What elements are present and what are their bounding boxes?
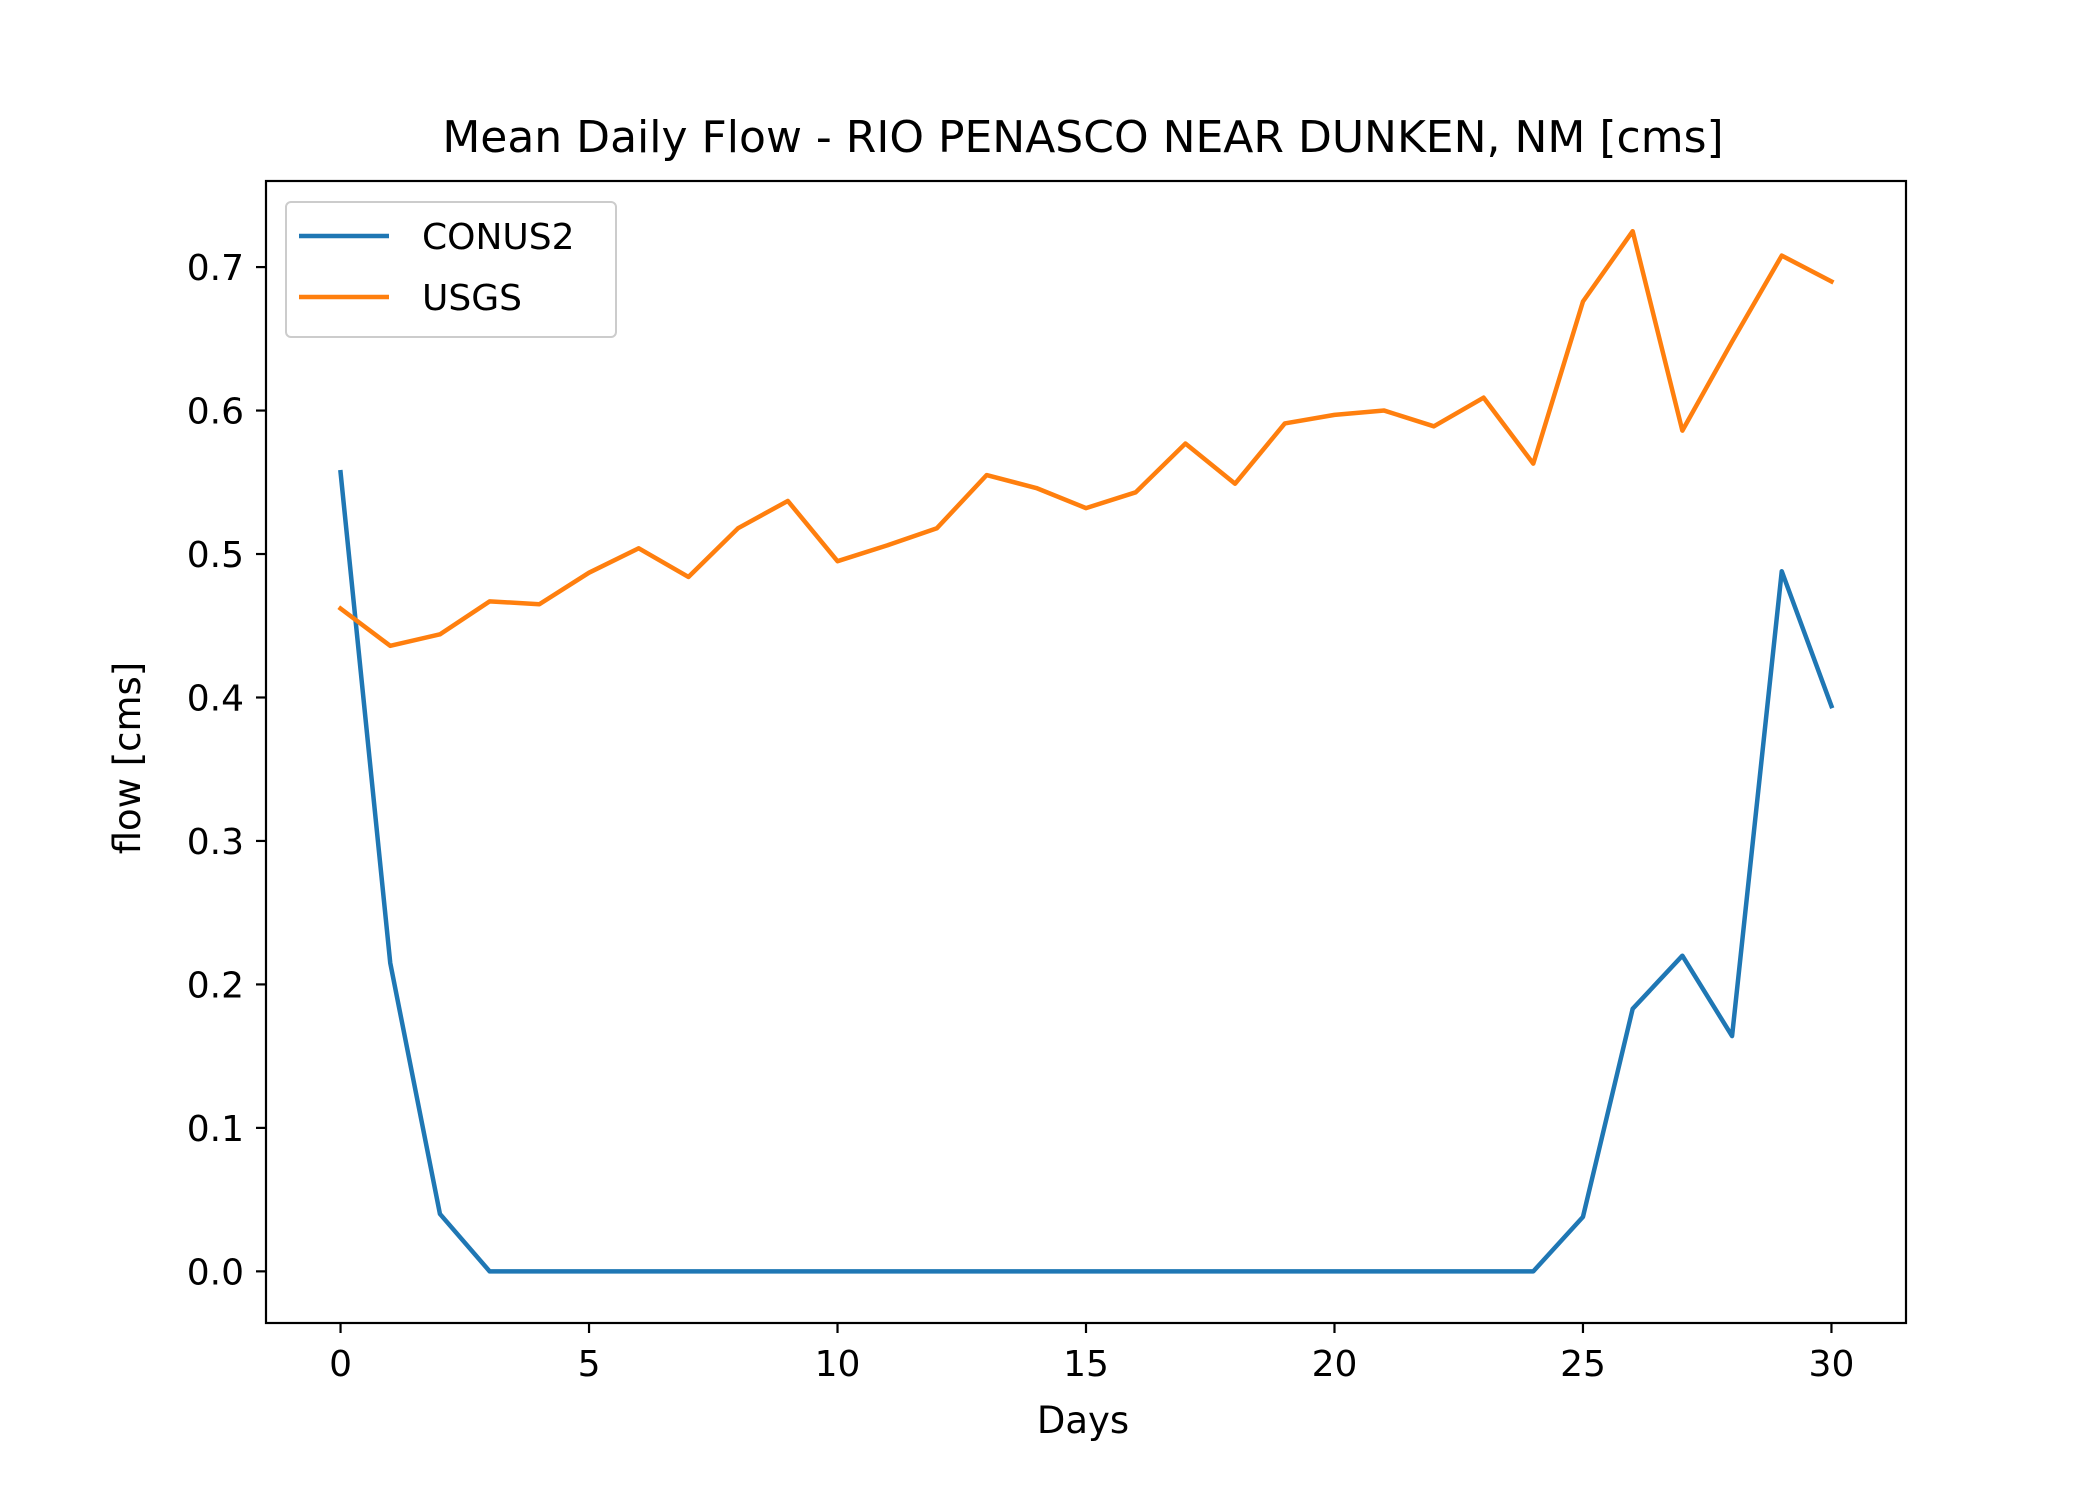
y-tick-label: 0.2 — [187, 965, 244, 1006]
x-axis-label: Days — [1037, 1399, 1129, 1442]
legend: CONUS2 USGS — [285, 201, 617, 338]
plot-area: 0 5 10 15 20 25 30 0.0 0.1 0.2 0.3 0.4 0.5 0.6 0.7 CONU… — [187, 179, 1908, 1385]
legend-label: CONUS2 — [422, 217, 575, 258]
x-tick-label: 5 — [578, 1344, 601, 1385]
y-tick-label: 0.4 — [187, 678, 244, 719]
y-tick-label: 0.3 — [187, 822, 244, 863]
series-line-conus2 — [338, 469, 1835, 1274]
y-axis-label: flow [cms] — [106, 662, 149, 855]
legend-label: USGS — [422, 278, 522, 319]
y-tick-label: 0.0 — [187, 1252, 244, 1293]
x-tick-label: 30 — [1809, 1344, 1855, 1385]
x-tick-label: 20 — [1312, 1344, 1358, 1385]
chart-title: Mean Daily Flow - RIO PENASCO NEAR DUNKE… — [442, 112, 1723, 163]
y-tick-label: 0.7 — [187, 248, 244, 289]
y-tick-label: 0.5 — [187, 535, 244, 576]
y-tick-label: 0.1 — [187, 1109, 244, 1150]
x-tick-label: 15 — [1063, 1344, 1109, 1385]
x-tick-label: 25 — [1560, 1344, 1606, 1385]
series-line-usgs — [337, 228, 1835, 649]
x-tick-label: 10 — [815, 1344, 861, 1385]
x-tick-label: 0 — [329, 1344, 352, 1385]
y-tick-label: 0.6 — [187, 392, 244, 433]
